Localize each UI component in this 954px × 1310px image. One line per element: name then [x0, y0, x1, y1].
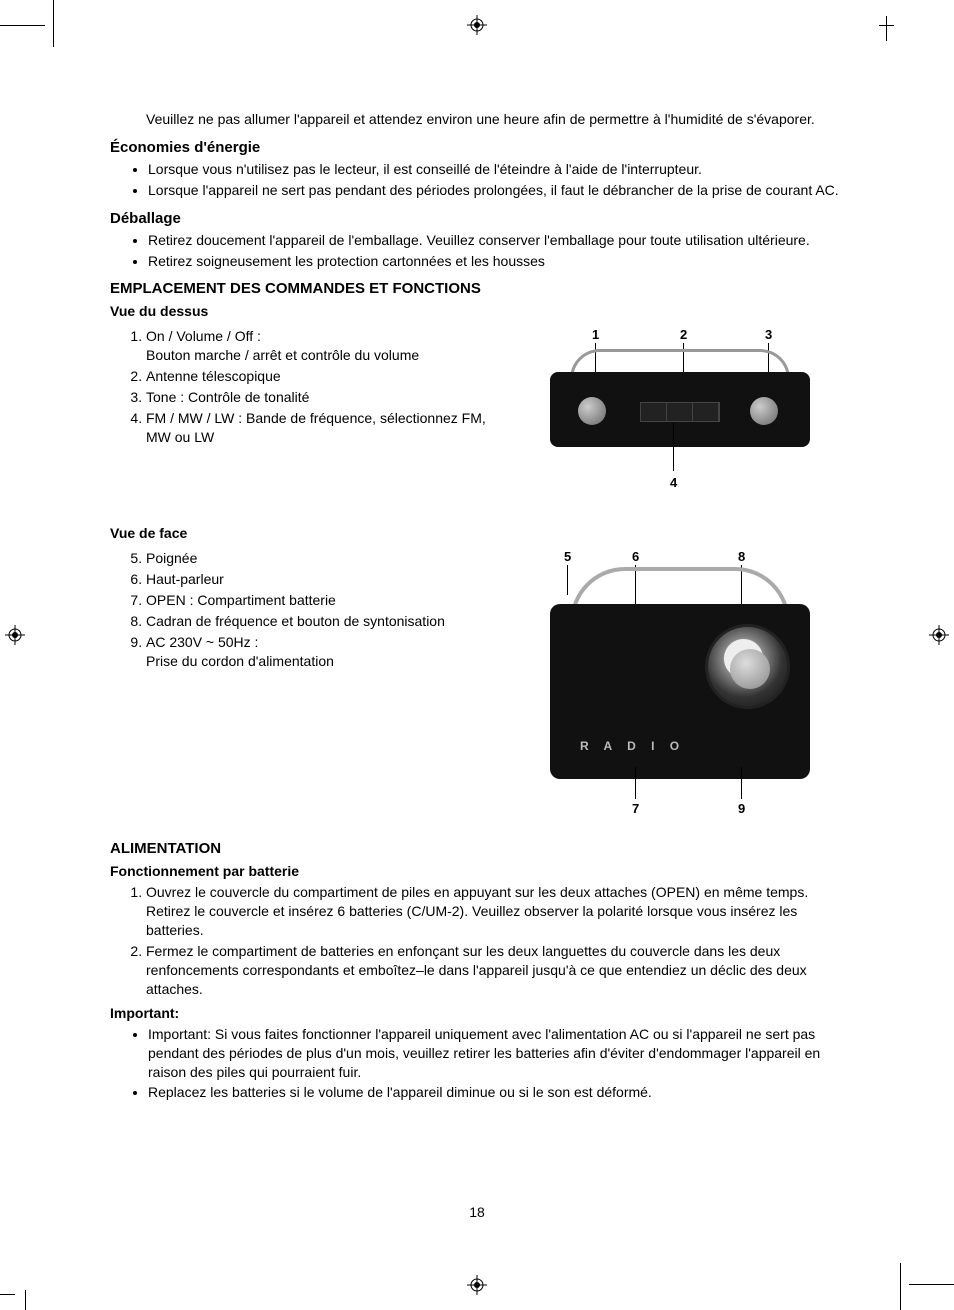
- list-item: Retirez doucement l'appareil de l'emball…: [148, 231, 850, 250]
- crop-mark: [886, 16, 887, 41]
- registration-mark-icon: [929, 625, 949, 645]
- list-item: Important: Si vous faites fonctionner l'…: [148, 1025, 850, 1082]
- crop-mark: [0, 1294, 15, 1295]
- page-number: 18: [0, 1204, 954, 1220]
- page-content: Veuillez ne pas allumer l'appareil et at…: [110, 110, 850, 1104]
- list-item: Poignée: [146, 549, 510, 568]
- battery-steps: Ouvrez le couvercle du compartiment de p…: [128, 883, 850, 998]
- list-item: Fermez le compartiment de batteries en e…: [146, 942, 850, 999]
- heading-unpacking: Déballage: [110, 210, 850, 227]
- crop-mark: [53, 0, 54, 47]
- heading-power: ALIMENTATION: [110, 840, 850, 857]
- callout-6: 6: [632, 549, 639, 564]
- callout-1: 1: [592, 327, 599, 342]
- callout-2: 2: [680, 327, 687, 342]
- top-view-list: On / Volume / Off : Bouton marche / arrê…: [110, 327, 510, 507]
- list-item: Retirez soigneusement les protection car…: [148, 252, 850, 271]
- heading-top-view: Vue du dessus: [110, 303, 850, 319]
- radio-label: R A D I O: [580, 739, 685, 753]
- list-item: OPEN : Compartiment batterie: [146, 591, 510, 610]
- crop-mark: [900, 1263, 901, 1310]
- crop-mark: [909, 1284, 954, 1285]
- unpacking-bullets: Retirez doucement l'appareil de l'emball…: [130, 231, 850, 271]
- list-item: Tone : Contrôle de tonalité: [146, 388, 510, 407]
- registration-mark-icon: [5, 625, 25, 645]
- callout-3: 3: [765, 327, 772, 342]
- list-item: Haut-parleur: [146, 570, 510, 589]
- crop-mark: [0, 25, 45, 26]
- list-item: Lorsque vous n'utilisez pas le lecteur, …: [148, 160, 850, 179]
- callout-4: 4: [670, 475, 677, 490]
- callout-7: 7: [632, 801, 639, 816]
- list-item: AC 230V ~ 50Hz : Prise du cordon d'alime…: [146, 633, 510, 671]
- intro-paragraph: Veuillez ne pas allumer l'appareil et at…: [146, 110, 850, 129]
- front-view-list: Poignée Haut-parleur OPEN : Compartiment…: [110, 549, 510, 824]
- callout-5: 5: [564, 549, 571, 564]
- list-item: Lorsque l'appareil ne sert pas pendant d…: [148, 181, 850, 200]
- list-item: Ouvrez le couvercle du compartiment de p…: [146, 883, 850, 940]
- heading-battery: Fonctionnement par batterie: [110, 863, 850, 879]
- heading-front-view: Vue de face: [110, 525, 850, 541]
- heading-energy: Économies d'énergie: [110, 139, 850, 156]
- radio-top-view-diagram: 1 2 3 4: [540, 327, 820, 507]
- callout-9: 9: [738, 801, 745, 816]
- radio-front-view-diagram: 5 6 8 R A D I O 7 9: [540, 549, 830, 824]
- registration-mark-icon: [467, 15, 487, 35]
- heading-controls: EMPLACEMENT DES COMMANDES ET FONCTIONS: [110, 280, 850, 297]
- heading-important: Important:: [110, 1005, 850, 1021]
- list-item: FM / MW / LW : Bande de fréquence, sélec…: [146, 409, 510, 447]
- registration-mark-icon: [467, 1275, 487, 1295]
- list-item: Replacez les batteries si le volume de l…: [148, 1083, 850, 1102]
- list-item: Antenne télescopique: [146, 367, 510, 386]
- list-item: On / Volume / Off : Bouton marche / arrê…: [146, 327, 510, 365]
- important-bullets: Important: Si vous faites fonctionner l'…: [130, 1025, 850, 1103]
- crop-mark: [25, 1290, 26, 1310]
- energy-bullets: Lorsque vous n'utilisez pas le lecteur, …: [130, 160, 850, 200]
- list-item: Cadran de fréquence et bouton de syntoni…: [146, 612, 510, 631]
- callout-8: 8: [738, 549, 745, 564]
- crop-mark: [879, 25, 894, 26]
